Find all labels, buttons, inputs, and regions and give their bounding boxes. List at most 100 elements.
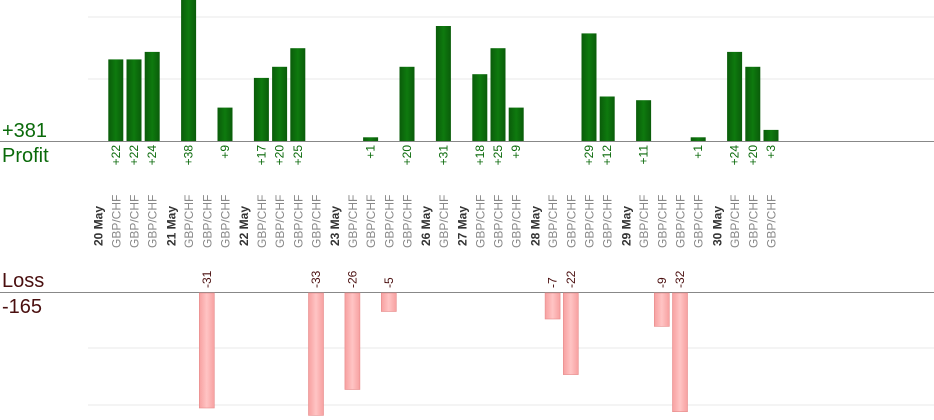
profit-bar xyxy=(181,0,197,141)
pair-label: GBP/CHF xyxy=(692,195,706,248)
loss-label: Loss xyxy=(2,270,45,292)
profit-value-label: +20 xyxy=(746,145,760,166)
profit-bar xyxy=(290,48,306,142)
profit-value-label: +9 xyxy=(218,145,232,159)
pair-label: GBP/CHF xyxy=(109,195,123,248)
loss-bar xyxy=(672,292,688,412)
pair-label: GBP/CHF xyxy=(401,195,415,248)
profit-bar xyxy=(144,51,160,141)
day-label: 26 May xyxy=(419,206,433,246)
profit-bar xyxy=(763,129,779,141)
loss-bar xyxy=(653,292,670,327)
profit-value-label: +18 xyxy=(473,145,487,166)
profit-bar xyxy=(126,59,142,141)
loss-bar xyxy=(562,292,579,375)
pair-label: GBP/CHF xyxy=(473,195,487,248)
profit-value-label: +29 xyxy=(582,145,596,166)
day-label: 29 May xyxy=(619,206,633,246)
pair-label: GBP/CHF xyxy=(146,195,160,248)
profit-value-label: +22 xyxy=(127,145,141,166)
profit-bar xyxy=(108,59,124,141)
loss-bar xyxy=(308,292,324,416)
pair-label: GBP/CHF xyxy=(492,195,506,248)
loss-total: -165 xyxy=(2,296,43,318)
day-label: 23 May xyxy=(328,206,342,246)
pair-label: GBP/CHF xyxy=(637,195,651,248)
pair-label: GBP/CHF xyxy=(364,195,378,248)
pair-label: GBP/CHF xyxy=(310,195,324,248)
pair-label: GBP/CHF xyxy=(674,195,688,248)
profit-value-label: +24 xyxy=(145,145,159,166)
pair-label: GBP/CHF xyxy=(346,195,360,248)
profit-bar xyxy=(690,137,706,141)
pair-label: GBP/CHF xyxy=(510,195,524,248)
profit-value-label: +17 xyxy=(254,145,268,166)
profit-value-label: +38 xyxy=(182,145,196,166)
loss-value-label: -26 xyxy=(345,270,359,288)
pair-label: GBP/CHF xyxy=(546,195,560,248)
day-label: 22 May xyxy=(237,206,251,246)
loss-bar xyxy=(544,292,561,320)
profit-value-label: +1 xyxy=(364,145,378,159)
profit-value-label: +9 xyxy=(509,145,523,159)
loss-value-label: -7 xyxy=(546,277,560,288)
profit-bar xyxy=(581,33,597,141)
pair-label: GBP/CHF xyxy=(182,195,196,248)
pair-label: GBP/CHF xyxy=(601,195,615,248)
day-label: 27 May xyxy=(456,206,470,246)
day-label: 28 May xyxy=(528,206,542,246)
pair-label: GBP/CHF xyxy=(273,195,287,248)
profit-total: +381 xyxy=(2,120,48,142)
profit-value-label: +3 xyxy=(764,145,778,159)
pair-label: GBP/CHF xyxy=(765,195,779,248)
profit-bar xyxy=(636,100,652,141)
profit-bar xyxy=(599,96,615,141)
profit-bar xyxy=(490,48,506,142)
pair-label: GBP/CHF xyxy=(564,195,578,248)
loss-value-label: -22 xyxy=(564,270,578,288)
profit-bar xyxy=(727,51,743,141)
loss-bar xyxy=(199,292,215,409)
pair-label: GBP/CHF xyxy=(437,195,451,248)
loss-value-label: -31 xyxy=(200,270,214,288)
profit-bar xyxy=(217,107,233,141)
pair-label: GBP/CHF xyxy=(655,195,669,248)
loss-bar xyxy=(380,292,397,312)
profit-bar xyxy=(399,66,415,141)
pair-label: GBP/CHF xyxy=(219,195,233,248)
profit-value-label: +25 xyxy=(291,145,305,166)
pair-label: GBP/CHF xyxy=(128,195,142,248)
profit-value-label: +1 xyxy=(691,145,705,159)
profit-value-label: +24 xyxy=(728,145,742,166)
loss-value-label: -32 xyxy=(673,270,687,288)
pair-label: GBP/CHF xyxy=(291,195,305,248)
profit-value-label: +25 xyxy=(491,145,505,166)
profit-bar xyxy=(508,107,524,141)
pair-label: GBP/CHF xyxy=(583,195,597,248)
profit-value-label: +11 xyxy=(637,145,651,165)
loss-bar xyxy=(344,292,361,390)
profit-value-label: +12 xyxy=(600,145,614,166)
profit-value-label: +22 xyxy=(109,145,123,166)
day-label: 21 May xyxy=(164,206,178,246)
profit-bar xyxy=(363,137,379,141)
profit-value-label: +20 xyxy=(400,145,414,166)
profit-bar xyxy=(435,26,451,141)
pair-label: GBP/CHF xyxy=(200,195,214,248)
profit-value-label: +31 xyxy=(436,145,450,166)
loss-value-label: -33 xyxy=(309,270,323,288)
loss-value-label: -5 xyxy=(382,277,396,288)
pair-label: GBP/CHF xyxy=(255,195,269,248)
profit-bar xyxy=(472,74,488,141)
day-label: 30 May xyxy=(710,206,724,246)
profit-value-label: +20 xyxy=(273,145,287,166)
pair-label: GBP/CHF xyxy=(746,195,760,248)
pair-label: GBP/CHF xyxy=(382,195,396,248)
profit-bar xyxy=(253,77,269,141)
profit-bar xyxy=(745,66,761,141)
profit-bar xyxy=(272,66,288,141)
pair-label: GBP/CHF xyxy=(728,195,742,248)
profit-label: Profit xyxy=(2,145,49,167)
loss-value-label: -9 xyxy=(655,277,669,288)
